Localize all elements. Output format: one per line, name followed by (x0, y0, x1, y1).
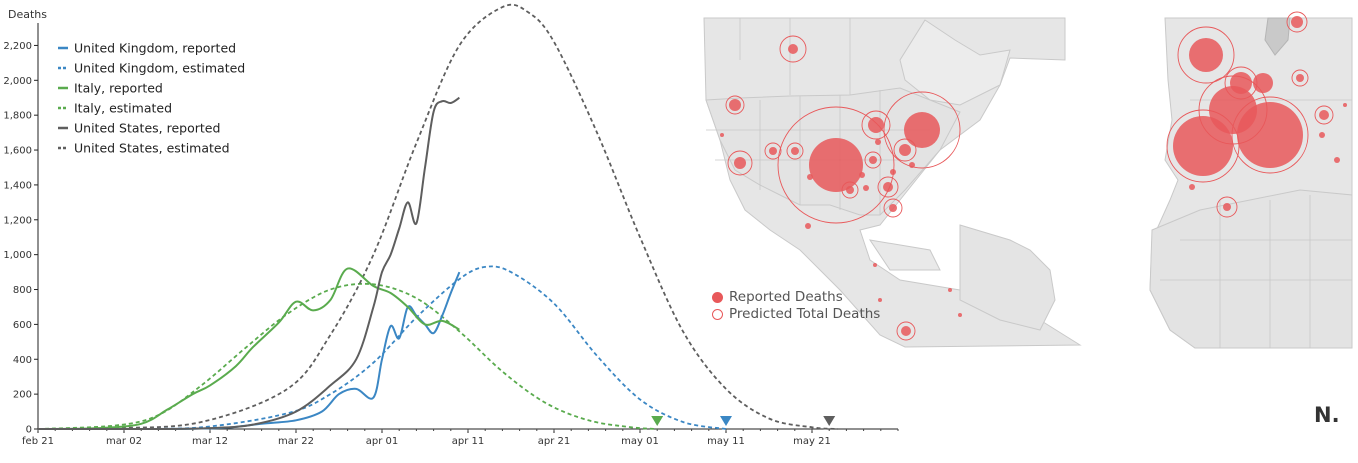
y-tick-label: 1,400 (3, 180, 32, 191)
map-legend-reported-label: Reported Deaths (729, 289, 843, 305)
x-tick-label: may 21 (793, 436, 831, 447)
end-marker-italy (651, 416, 664, 426)
series-line-italy-estimated (37, 282, 658, 430)
filled-circle-icon (712, 292, 723, 303)
y-tick-label: 600 (13, 320, 32, 331)
y-tick-label: 800 (13, 285, 32, 296)
hollow-circle-icon (712, 309, 723, 320)
x-tick-label: mar 22 (278, 436, 314, 447)
x-tick-label: may 11 (707, 436, 745, 447)
legend-label: United States, reported (74, 121, 220, 136)
y-tick-label: 1,800 (3, 111, 32, 122)
legend-label: United Kingdom, estimated (74, 61, 245, 76)
x-tick-label: apr 01 (366, 436, 399, 447)
y-tick-label: 1,600 (3, 146, 32, 157)
chart-lines (37, 3, 838, 431)
chart-axes: 0 200 400 600 800 1,000 1,200 1,400 1,600 1,800 2,… (3, 23, 899, 447)
end-marker-united-kingdom (720, 416, 732, 426)
north-america-map (703, 17, 1082, 348)
x-tick-label: apr 11 (452, 436, 485, 447)
legend-label: United Kingdom, reported (74, 41, 236, 56)
x-tick-label: mar 12 (192, 436, 228, 447)
legend-label: Italy, estimated (74, 101, 172, 116)
deaths-line-chart: 0 200 400 600 800 1,000 1,200 1,400 1,600 1,800 2,… (3, 3, 899, 447)
y-tick-label: 2,000 (3, 76, 32, 87)
series-line-italy-reported (37, 267, 460, 430)
series-line-united-states-reported (37, 96, 460, 431)
map-legend-predicted-label: Predicted Total Deaths (729, 306, 881, 322)
x-tick-label: feb 21 (22, 436, 54, 447)
chart-legend: United Kingdom, reported United Kingdom, … (58, 41, 245, 156)
map-legend: Reported Deaths Predicted Total Deaths (712, 289, 880, 323)
legend-label: Italy, reported (74, 81, 163, 96)
y-tick-label: 1,000 (3, 250, 32, 261)
europe-africa-map (1149, 11, 1353, 349)
y-tick-label: 0 (26, 425, 32, 436)
map-legend-predicted: Predicted Total Deaths (712, 306, 880, 323)
y-tick-label: 1,200 (3, 215, 32, 226)
corner-label: N. (1314, 403, 1340, 427)
y-tick-label: 200 (13, 390, 32, 401)
x-tick-label: apr 21 (538, 436, 571, 447)
y-axis-label: Deaths (8, 8, 47, 21)
y-tick-label: 2,200 (3, 41, 32, 52)
map-legend-reported: Reported Deaths (712, 289, 880, 306)
series-line-united-states-estimated (37, 3, 838, 430)
x-tick-label: mar 02 (106, 436, 142, 447)
x-tick-label: may 01 (621, 436, 659, 447)
end-marker-united-states (823, 416, 836, 426)
legend-label: United States, estimated (74, 141, 230, 156)
y-tick-label: 400 (13, 355, 32, 366)
